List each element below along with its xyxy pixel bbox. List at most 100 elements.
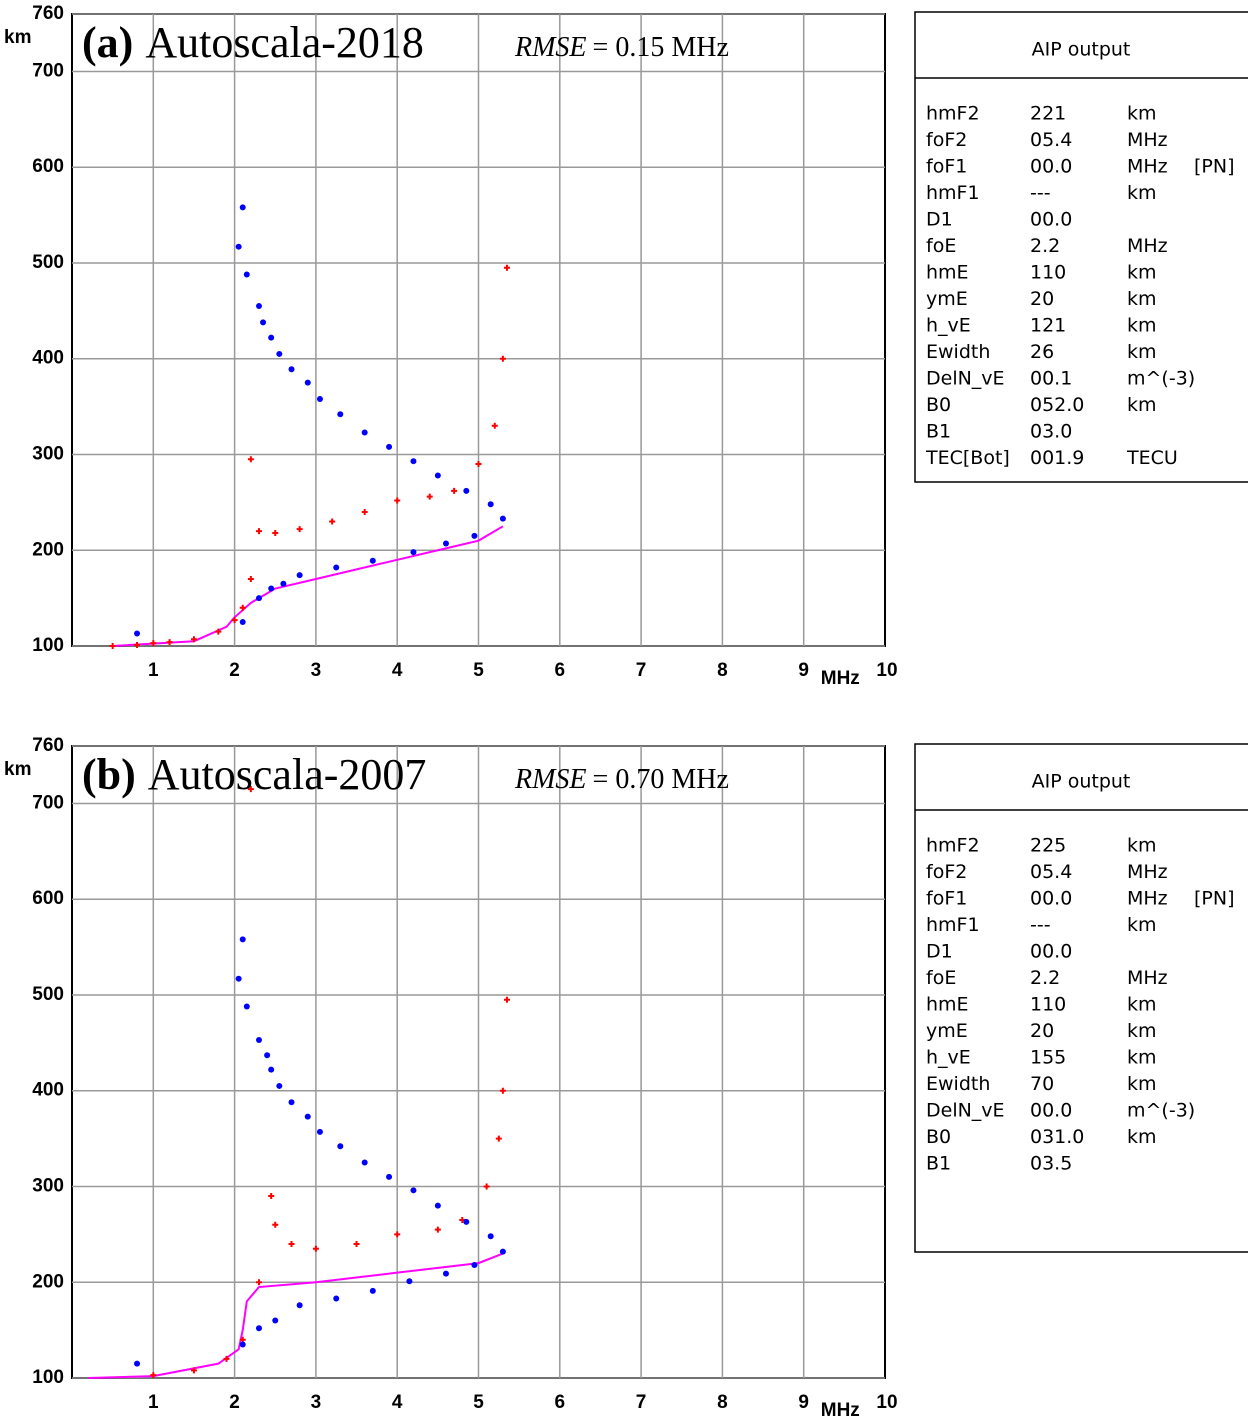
x-tick-label: 1 (148, 660, 159, 681)
aip-cell: 221 (1030, 103, 1066, 125)
profile-point (386, 1174, 392, 1180)
aip-cell: DelN_vE (926, 1100, 1005, 1122)
profile-point (370, 558, 376, 564)
aip-cell: hmF1 (926, 914, 980, 936)
y-tick-label: 200 (32, 1271, 64, 1292)
profile-point (386, 444, 392, 450)
profile-point (244, 1003, 250, 1009)
profile-point (410, 549, 416, 555)
y-tick-label: 600 (32, 888, 64, 909)
aip-cell: MHz (1127, 235, 1168, 257)
rmse-annotation: RMSE= 0.70 MHz (514, 764, 729, 795)
panel-title: (a)Autoscala-2018 (82, 18, 424, 67)
x-tick-label: 10 (876, 660, 897, 681)
page: {"chart_data": [ {"type": "scatter", "la… (0, 0, 1248, 1421)
profile-point (435, 473, 441, 479)
x-tick-label: 4 (392, 1392, 403, 1413)
y-tick-label: 400 (32, 348, 64, 369)
profile-point (280, 581, 286, 587)
profile-point (134, 1361, 140, 1367)
aip-cell: B1 (926, 421, 951, 443)
y-tick-label: 700 (32, 792, 64, 813)
rmse-annotation: RMSE= 0.15 MHz (514, 32, 729, 63)
profile-point (244, 271, 250, 277)
x-tick-label: 1 (148, 1392, 159, 1413)
y-tick-label: 760 (32, 735, 64, 756)
profile-point (305, 1114, 311, 1120)
x-tick-label: 4 (392, 660, 403, 681)
profile-point (260, 319, 266, 325)
profile-point (240, 204, 246, 210)
aip-title: AIP output (1032, 771, 1131, 793)
aip-cell: m^(-3) (1127, 1100, 1195, 1122)
profile-point (488, 501, 494, 507)
panel-name: Autoscala-2018 (145, 18, 424, 67)
aip-cell: foF2 (926, 861, 967, 883)
profile-point (289, 1099, 295, 1105)
rmse-symbol: RMSE (514, 32, 587, 63)
profile-point (317, 1129, 323, 1135)
aip-cell: foF1 (926, 156, 967, 178)
profile-point (240, 936, 246, 942)
profile-point (471, 533, 477, 539)
aip-cell: 110 (1030, 262, 1066, 284)
profile-point (337, 1143, 343, 1149)
x-tick-label: 9 (798, 1392, 809, 1413)
profile-point (463, 1219, 469, 1225)
aip-cell: B0 (926, 1126, 951, 1148)
aip-cell: ymE (926, 1020, 968, 1042)
aip-cell: 00.0 (1030, 941, 1072, 963)
aip-cell: foF1 (926, 888, 967, 910)
profile-point (289, 366, 295, 372)
profile-point (333, 564, 339, 570)
y-tick-label: 400 (32, 1080, 64, 1101)
aip-cell: MHz (1127, 888, 1168, 910)
profile-point (488, 1233, 494, 1239)
aip-cell: foF2 (926, 129, 967, 151)
profile-point (463, 488, 469, 494)
aip-cell: 00.0 (1030, 888, 1072, 910)
aip-cell: 05.4 (1030, 861, 1072, 883)
x-tick-label: 6 (555, 660, 566, 681)
aip-cell: 20 (1030, 288, 1054, 310)
aip-cell: hmE (926, 994, 969, 1016)
profile-point (500, 1249, 506, 1255)
rmse-value: = 0.15 MHz (593, 32, 729, 63)
aip-cell: 2.2 (1030, 235, 1060, 257)
profile-point (297, 572, 303, 578)
aip-cell: km (1127, 1073, 1157, 1095)
y-tick-label: 300 (32, 1176, 64, 1197)
profile-point (268, 586, 274, 592)
aip-cell: km (1127, 394, 1157, 416)
aip-cell: km (1127, 1020, 1157, 1042)
x-tick-label: 8 (717, 660, 728, 681)
y-axis-label: km (4, 27, 31, 48)
aip-cell: km (1127, 1047, 1157, 1069)
aip-cell: km (1127, 315, 1157, 337)
aip-cell: hmF2 (926, 103, 980, 125)
profile-point (406, 1278, 412, 1284)
x-tick-label: 3 (311, 660, 322, 681)
profile-point (256, 595, 262, 601)
profile-point (276, 351, 282, 357)
x-tick-label: 2 (229, 1392, 240, 1413)
x-tick-label: 2 (229, 660, 240, 681)
profile-point (240, 619, 246, 625)
profile-point (305, 380, 311, 386)
aip-cell: [PN] (1194, 156, 1235, 178)
aip-cell: MHz (1127, 156, 1168, 178)
aip-cell: 70 (1030, 1073, 1054, 1095)
aip-cell: 00.0 (1030, 1100, 1072, 1122)
aip-cell: 05.4 (1030, 129, 1072, 151)
aip-cell: 00.0 (1030, 156, 1072, 178)
aip-cell: ymE (926, 288, 968, 310)
profile-point (256, 1325, 262, 1331)
aip-cell: 03.5 (1030, 1153, 1072, 1175)
aip-cell: km (1127, 994, 1157, 1016)
profile-point (443, 1271, 449, 1277)
y-tick-label: 760 (32, 3, 64, 24)
aip-cell: 121 (1030, 315, 1066, 337)
aip-cell: 00.1 (1030, 368, 1072, 390)
aip-cell: 225 (1030, 835, 1066, 857)
x-axis-label: MHz (821, 1400, 860, 1421)
